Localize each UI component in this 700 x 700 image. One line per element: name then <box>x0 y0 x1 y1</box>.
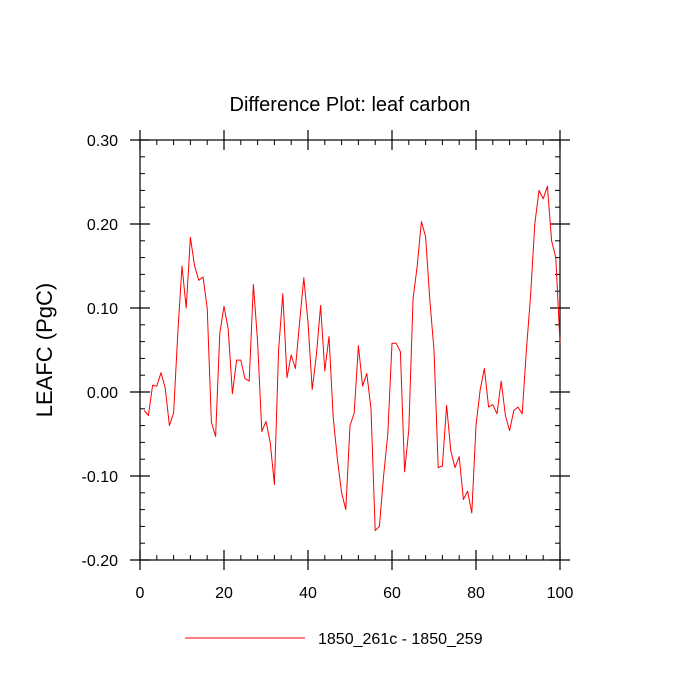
x-tick-label: 20 <box>215 585 233 602</box>
y-tick-label: -0.10 <box>82 469 119 486</box>
y-axis: -0.20 -0.10 0.00 0.10 0.20 0.30 <box>82 133 570 570</box>
x-tick-label: 40 <box>299 585 317 602</box>
y-axis-label: LEAFC (PgC) <box>32 283 57 417</box>
y-tick-label: 0.00 <box>87 385 118 402</box>
plot-border <box>139 139 561 561</box>
x-tick-label: 0 <box>136 585 145 602</box>
y-tick-label: 0.30 <box>87 133 118 150</box>
legend-label: 1850_261c - 1850_259 <box>318 631 483 648</box>
y-tick-label: 0.20 <box>87 217 118 234</box>
y-tick-label: 0.10 <box>87 301 118 318</box>
x-tick-label: 80 <box>467 585 485 602</box>
series-line <box>143 185 561 532</box>
chart-title: Difference Plot: leaf carbon <box>230 94 471 116</box>
series-group <box>143 185 561 532</box>
legend: 1850_261c - 1850_259 <box>185 631 483 648</box>
x-tick-label: 60 <box>383 585 401 602</box>
y-tick-label: -0.20 <box>82 553 119 570</box>
x-axis: 0 20 40 60 80 100 <box>136 130 574 602</box>
plot-frame <box>139 139 561 561</box>
x-tick-label: 100 <box>547 585 574 602</box>
